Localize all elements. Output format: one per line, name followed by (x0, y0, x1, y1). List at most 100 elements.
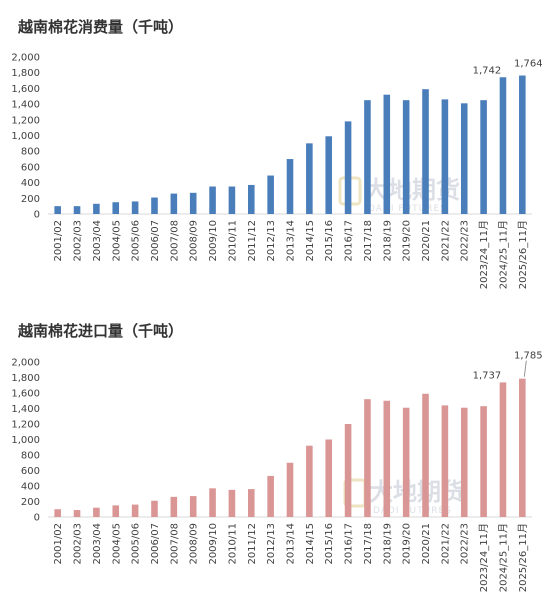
x-tick-label: 2015/16 (324, 523, 335, 565)
bar (422, 393, 429, 517)
import-chart: 越南棉花进口量（千吨） 大地期货 DADI FUTURES 0 200 400 600… (11, 322, 542, 592)
bar (170, 193, 178, 214)
x-tick-label: 2011/12 (247, 220, 258, 262)
bar (460, 103, 468, 214)
y-tick-label: 800 (21, 451, 40, 462)
x-tick-label: 2023/24_11月 (478, 523, 490, 592)
data-label: 1,785 (514, 351, 543, 362)
bar (112, 202, 120, 214)
bar (344, 424, 352, 517)
x-tick-label: 2002/03 (73, 220, 84, 262)
bar (480, 100, 487, 214)
bar (228, 186, 236, 214)
bar (441, 405, 449, 517)
y-tick-label: 400 (21, 178, 40, 189)
x-tick-label: 2025/26_11月 (517, 220, 529, 289)
bar (54, 509, 61, 517)
x-tick-label: 2010/11 (227, 523, 238, 565)
y-tick-label: 1,400 (11, 100, 40, 111)
x-tick-label: 2005/06 (131, 523, 142, 565)
bar (325, 136, 333, 214)
bar (306, 445, 313, 517)
x-tick-label: 2017/18 (363, 220, 374, 262)
bar (247, 489, 255, 517)
bar (151, 197, 158, 214)
consumption-chart-title: 越南棉花消费量（千吨） (17, 18, 183, 36)
x-tick-label: 2004/05 (111, 220, 122, 262)
y-tick-label: 400 (21, 482, 40, 493)
x-tick-label: 2018/19 (382, 220, 393, 262)
bar (73, 510, 81, 517)
bar (364, 100, 371, 214)
bars (54, 378, 526, 517)
bar (267, 175, 274, 214)
x-tick-label: 2007/08 (169, 523, 180, 565)
x-tick-label: 2008/09 (189, 523, 200, 565)
x-tick-label: 2013/14 (286, 220, 297, 262)
bar (112, 505, 120, 517)
data-label: 1,737 (473, 370, 502, 381)
bar (54, 206, 61, 214)
y-tick-label: 1,600 (11, 389, 40, 400)
bar (131, 201, 139, 214)
x-tick-label: 2003/04 (92, 523, 103, 565)
data-labels: 1,742 1,764 (473, 59, 543, 77)
bar (209, 186, 216, 214)
x-tick-label: 2022/23 (460, 220, 471, 262)
consumption-chart: 越南棉花消费量（千吨） 大地期货 DADI FUTURES 0200400600… (11, 18, 542, 289)
y-tick-label: 1,200 (11, 115, 40, 126)
x-tick-label: 2006/07 (150, 523, 161, 565)
x-tick-label: 2016/17 (344, 220, 355, 262)
bar (499, 77, 507, 215)
x-tick-label: 2009/10 (208, 220, 219, 262)
bar (247, 184, 255, 214)
x-tick-label: 2014/15 (305, 220, 316, 262)
bar (344, 121, 352, 214)
y-tick-label: 600 (21, 466, 40, 477)
x-tick-label: 2015/16 (324, 220, 335, 262)
x-tick-label: 2022/23 (460, 523, 471, 565)
y-tick-label: 1,800 (11, 68, 40, 79)
x-tick-label: 2021/22 (440, 220, 451, 262)
y-tick-label: 2,000 (11, 53, 40, 64)
bar (189, 192, 197, 214)
x-tick-label: 2005/06 (131, 220, 142, 262)
bar (228, 489, 236, 517)
x-tick-label: 2020/21 (421, 220, 432, 262)
y-tick-label: 600 (21, 162, 40, 173)
y-tick-label: 0 (34, 513, 40, 524)
y-tick-label: 200 (21, 194, 40, 205)
y-tick-label: 200 (21, 497, 40, 508)
watermark-sub: DADI FUTURES (373, 506, 452, 516)
bar (480, 406, 487, 517)
watermark-main: 大地期货 (369, 478, 465, 506)
x-tick-label: 2013/14 (286, 523, 297, 565)
bar (402, 100, 410, 214)
x-tick-label: 2006/07 (150, 220, 161, 262)
x-tick-label: 2011/12 (247, 523, 258, 565)
x-tick-label: 2016/17 (344, 523, 355, 565)
bar (170, 496, 178, 517)
import-chart-title: 越南棉花进口量（千吨） (17, 322, 183, 340)
bar (422, 89, 429, 214)
bar (73, 206, 81, 214)
x-tick-label: 2017/18 (363, 523, 374, 565)
bar (383, 400, 391, 517)
data-labels: 1,737 1,785 (473, 351, 543, 382)
bar (383, 94, 391, 214)
x-tick-label: 2019/20 (402, 220, 413, 262)
x-tick-label: 2004/05 (111, 523, 122, 565)
x-tick-label: 2003/04 (92, 220, 103, 262)
x-tick-label: 2020/21 (421, 523, 432, 565)
y-tick-label: 1,000 (11, 435, 40, 446)
x-tick-label: 2009/10 (208, 523, 219, 565)
bar (93, 507, 100, 517)
bars (54, 75, 526, 215)
bar (364, 399, 371, 517)
bar (151, 500, 158, 517)
y-tick-label: 1,600 (11, 84, 40, 95)
x-tick-label: 2012/13 (266, 523, 277, 565)
bar (519, 378, 526, 517)
bar (441, 99, 449, 214)
